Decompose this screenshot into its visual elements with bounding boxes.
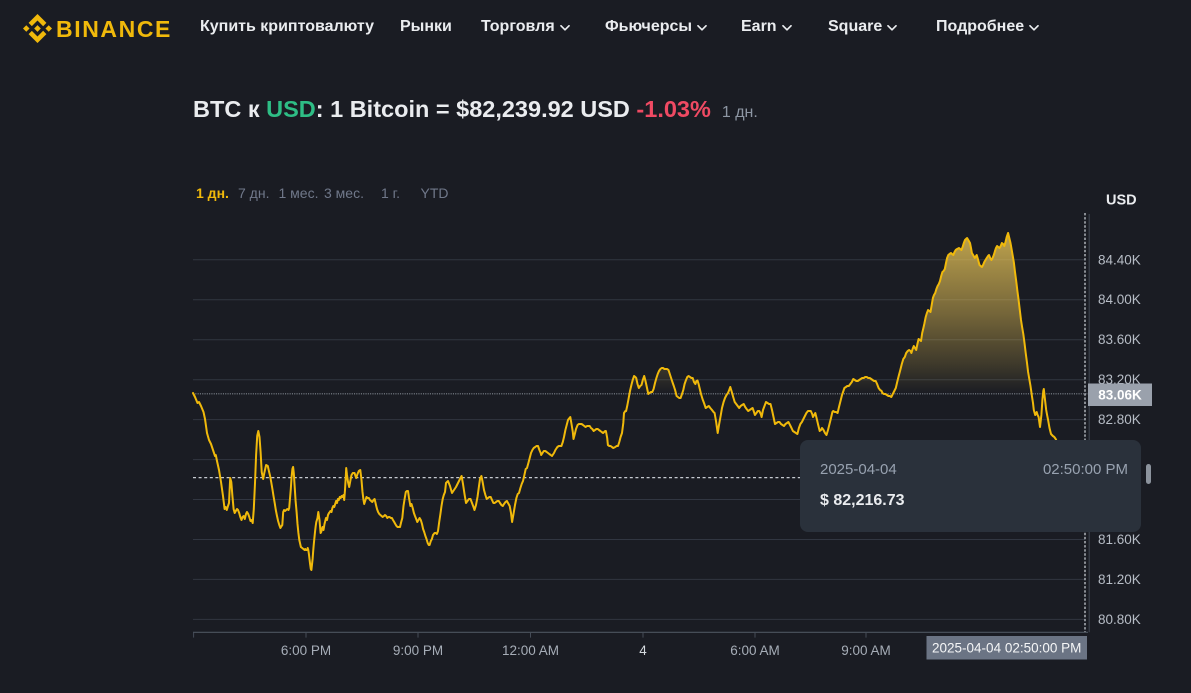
svg-text:9:00 PM: 9:00 PM xyxy=(393,643,443,658)
svg-text:81.20K: 81.20K xyxy=(1098,572,1141,587)
svg-text:12:00 AM: 12:00 AM xyxy=(502,643,559,658)
svg-text:83.06K: 83.06K xyxy=(1098,388,1142,403)
svg-text:83.60K: 83.60K xyxy=(1098,332,1141,347)
svg-text:6:00 PM: 6:00 PM xyxy=(281,643,331,658)
svg-text:2025-04-04 02:50:00 PM: 2025-04-04 02:50:00 PM xyxy=(932,641,1081,656)
svg-text:82.80K: 82.80K xyxy=(1098,412,1141,427)
svg-text:6:00 AM: 6:00 AM xyxy=(730,643,780,658)
svg-text:84.40K: 84.40K xyxy=(1098,252,1141,267)
svg-text:9:00 AM: 9:00 AM xyxy=(841,643,891,658)
svg-text:84.00K: 84.00K xyxy=(1098,292,1141,307)
svg-text:80.80K: 80.80K xyxy=(1098,612,1141,627)
svg-text:4: 4 xyxy=(639,643,647,658)
svg-text:81.60K: 81.60K xyxy=(1098,532,1141,547)
svg-text:USD: USD xyxy=(1106,193,1137,209)
svg-text:83.20K: 83.20K xyxy=(1098,372,1141,387)
